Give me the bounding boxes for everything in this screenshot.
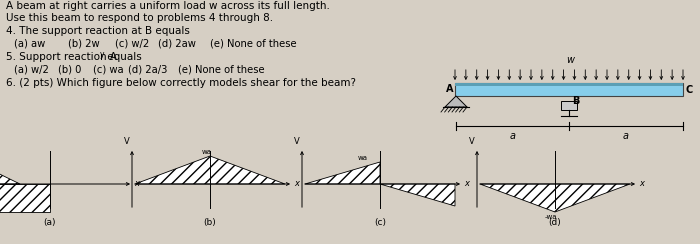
Text: -wa: -wa <box>545 214 557 220</box>
Text: equals: equals <box>104 52 141 62</box>
Polygon shape <box>305 162 380 184</box>
Polygon shape <box>135 156 285 184</box>
Polygon shape <box>0 184 50 212</box>
Text: (d) 2aw: (d) 2aw <box>158 39 196 49</box>
Text: 5. Support reaction A: 5. Support reaction A <box>6 52 117 62</box>
Text: x: x <box>464 180 469 189</box>
Text: A beam at right carries a uniform load w across its full length.: A beam at right carries a uniform load w… <box>6 1 330 11</box>
Bar <box>455 83 683 96</box>
Text: x: x <box>134 180 139 189</box>
Text: (b) 0: (b) 0 <box>58 65 81 75</box>
Polygon shape <box>0 162 20 184</box>
Text: (e) None of these: (e) None of these <box>178 65 265 75</box>
Text: (b): (b) <box>204 218 216 227</box>
Text: A: A <box>446 84 454 94</box>
Bar <box>561 101 577 110</box>
Text: y: y <box>100 50 104 59</box>
Text: a: a <box>623 131 629 141</box>
Polygon shape <box>480 184 630 212</box>
Text: (d) 2a/3: (d) 2a/3 <box>128 65 167 75</box>
Text: (a) aw: (a) aw <box>14 39 46 49</box>
Text: V: V <box>294 137 300 146</box>
Text: (a) w/2: (a) w/2 <box>14 65 49 75</box>
Text: x: x <box>294 180 299 189</box>
Text: (e) None of these: (e) None of these <box>210 39 297 49</box>
Text: (d): (d) <box>549 218 561 227</box>
Text: V: V <box>469 137 475 146</box>
Text: C: C <box>686 85 693 95</box>
Text: B: B <box>572 96 580 106</box>
Text: x: x <box>639 180 644 189</box>
Text: 6. (2 pts) Which figure below correctly models shear for the beam?: 6. (2 pts) Which figure below correctly … <box>6 78 356 88</box>
Polygon shape <box>445 96 467 107</box>
Text: (c): (c) <box>374 218 386 227</box>
Text: (a): (a) <box>43 218 56 227</box>
Text: a: a <box>510 131 515 141</box>
Text: 4. The support reaction at B equals: 4. The support reaction at B equals <box>6 26 190 36</box>
Text: (b) 2w: (b) 2w <box>68 39 99 49</box>
Text: Use this beam to respond to problems 4 through 8.: Use this beam to respond to problems 4 t… <box>6 13 273 23</box>
Text: w: w <box>566 55 574 65</box>
Text: (c) wa: (c) wa <box>93 65 124 75</box>
Bar <box>455 83 683 86</box>
Polygon shape <box>380 184 455 206</box>
Text: V: V <box>125 137 130 146</box>
Text: wa: wa <box>358 155 368 161</box>
Text: (c) w/2: (c) w/2 <box>115 39 149 49</box>
Text: wa: wa <box>202 149 212 155</box>
